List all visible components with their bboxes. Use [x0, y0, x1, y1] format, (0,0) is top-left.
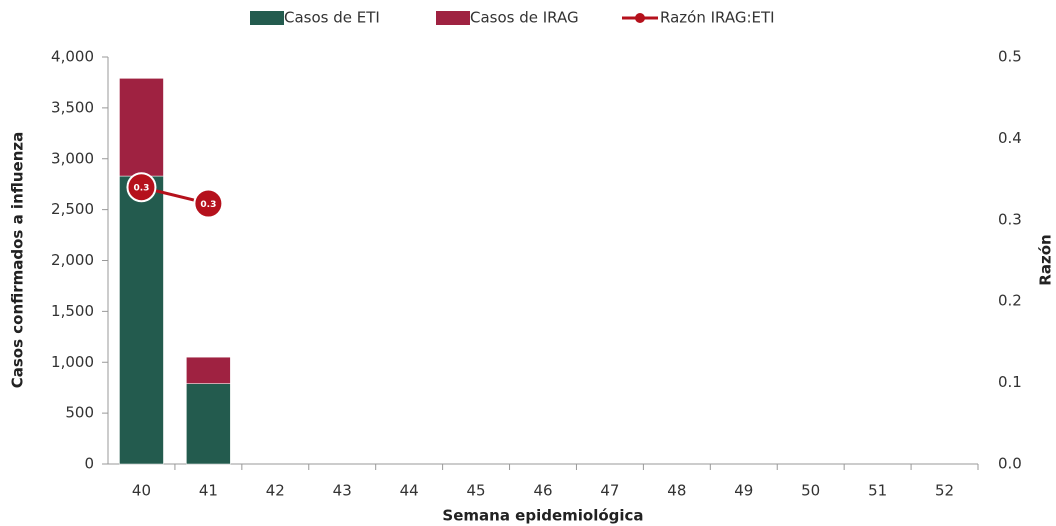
y2-axis-title: Razón — [1037, 234, 1055, 285]
y-tick-label: 3,500 — [51, 98, 94, 116]
legend-marker — [635, 13, 645, 23]
x-tick-label: 47 — [600, 482, 619, 500]
x-tick-label: 44 — [400, 482, 419, 500]
y-axis-title: Casos confirmados a influenza — [9, 132, 27, 389]
x-tick-label: 52 — [935, 482, 954, 500]
x-axis-title: Semana epidemiológica — [442, 507, 643, 525]
legend-swatch — [250, 11, 284, 25]
x-tick-label: 49 — [734, 482, 753, 500]
y2-tick-label: 0.5 — [998, 48, 1022, 66]
y2-tick-label: 0.0 — [998, 455, 1022, 473]
x-tick-label: 48 — [667, 482, 686, 500]
x-tick-label: 42 — [266, 482, 285, 500]
x-tick-label: 50 — [801, 482, 820, 500]
legend-label: Casos de ETI — [284, 9, 380, 27]
y-tick-label: 2,000 — [51, 251, 94, 269]
y-tick-label: 500 — [65, 404, 94, 422]
y-tick-label: 3,000 — [51, 149, 94, 167]
x-tick-label: 46 — [533, 482, 552, 500]
y-tick-label: 1,000 — [51, 353, 94, 371]
bar-segment — [186, 383, 231, 465]
x-tick-label: 43 — [333, 482, 352, 500]
legend-swatch — [436, 11, 470, 25]
y2-tick-label: 0.1 — [998, 373, 1022, 391]
y2-tick-label: 0.4 — [998, 129, 1022, 147]
y-tick-label: 4,000 — [51, 48, 94, 66]
ratio-marker — [193, 188, 224, 219]
y-tick-label: 2,500 — [51, 200, 94, 218]
x-tick-label: 41 — [199, 482, 218, 500]
x-tick-label: 40 — [132, 482, 151, 500]
legend-label: Razón IRAG:ETI — [660, 9, 775, 27]
bar-segment — [186, 356, 231, 384]
y-tick-label: 0 — [84, 455, 94, 473]
y2-tick-label: 0.2 — [998, 292, 1022, 310]
y2-tick-label: 0.3 — [998, 210, 1022, 228]
legend-label: Casos de IRAG — [470, 9, 579, 27]
y-tick-label: 1,500 — [51, 302, 94, 320]
x-tick-label: 51 — [868, 482, 887, 500]
bar-segment — [119, 78, 164, 177]
value-label: 0.3 — [133, 184, 149, 194]
bar-segment — [119, 175, 164, 465]
x-tick-label: 45 — [467, 482, 486, 500]
value-label: 0.3 — [200, 200, 216, 210]
ratio-marker — [126, 172, 157, 203]
